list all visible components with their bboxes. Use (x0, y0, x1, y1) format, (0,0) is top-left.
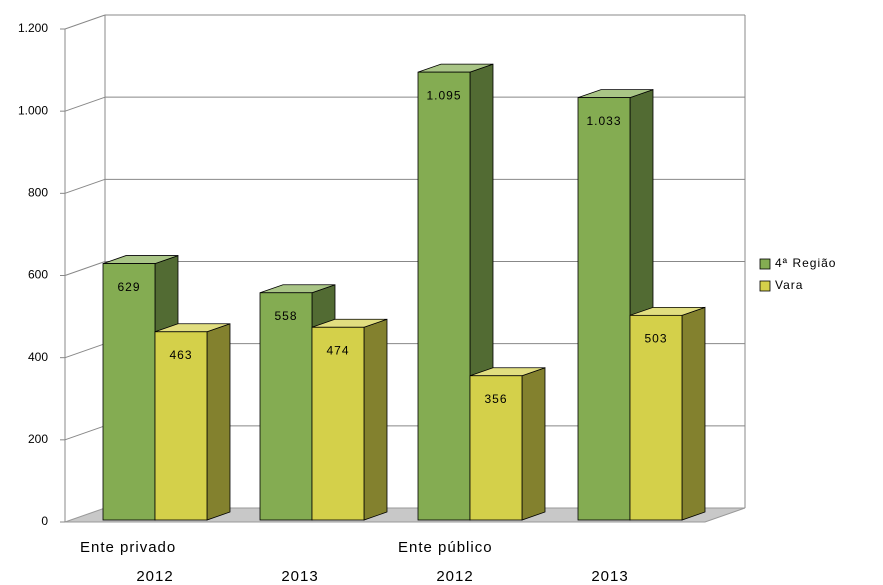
y-tick-label: 1.200 (18, 21, 48, 35)
bar (577, 97, 631, 521)
legend-label: Vara (775, 278, 803, 292)
grid-line (64, 178, 106, 194)
value-label: 503 (644, 332, 667, 346)
bar (469, 375, 523, 521)
x-tick-label: 2012 (436, 568, 473, 585)
grid-line (64, 343, 106, 359)
bar-side (206, 323, 231, 521)
legend-label: 4ª Região (775, 256, 836, 270)
y-tick-label: 600 (28, 268, 48, 282)
legend-swatch (759, 280, 771, 292)
y-tick-label: 200 (28, 432, 48, 446)
bar-side (681, 306, 706, 521)
legend-swatch (759, 258, 771, 270)
bar (154, 331, 208, 521)
grid-line (64, 14, 106, 30)
bar (102, 263, 156, 521)
value-label: 463 (169, 348, 192, 362)
grid-line (64, 261, 106, 276)
bar (259, 292, 313, 521)
bar (417, 71, 471, 521)
value-label: 1.033 (586, 114, 621, 128)
y-tick-label: 400 (28, 350, 48, 364)
x-tick-label: 2013 (591, 568, 628, 585)
x-tick-label: 2013 (281, 568, 318, 585)
grid-line (64, 96, 106, 112)
y-tick-label: 1.000 (18, 103, 48, 117)
value-label: 629 (117, 280, 140, 294)
bar (311, 326, 365, 521)
value-label: 356 (484, 392, 507, 406)
value-label: 1.095 (426, 88, 461, 102)
group-label: Ente público (398, 539, 493, 556)
bar-side (521, 367, 546, 521)
value-label: 558 (274, 309, 297, 323)
bar-side (363, 318, 388, 521)
grid-line (64, 425, 106, 441)
value-label: 474 (326, 343, 349, 357)
y-tick-label: 800 (28, 186, 48, 200)
y-tick-label: 0 (41, 514, 48, 528)
group-label: Ente privado (80, 539, 176, 556)
bar (629, 314, 683, 521)
x-tick-label: 2012 (136, 568, 173, 585)
